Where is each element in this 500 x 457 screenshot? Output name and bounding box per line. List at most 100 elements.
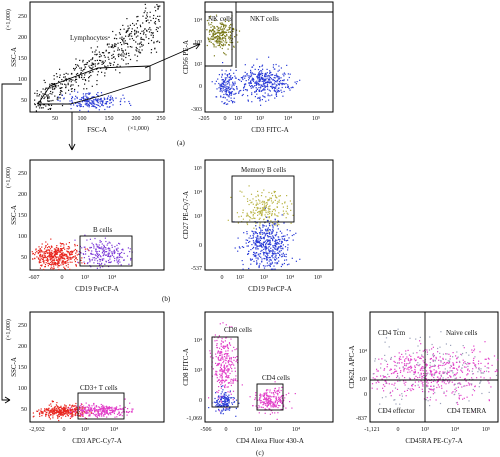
event-point: [101, 411, 103, 413]
event-point: [229, 407, 231, 409]
event-point: [217, 26, 219, 28]
event-point: [80, 409, 82, 411]
event-point: [64, 404, 66, 406]
event-point: [74, 248, 76, 251]
event-point: [216, 32, 218, 34]
event-point: [108, 265, 110, 268]
event-point: [229, 27, 231, 29]
event-point: [50, 104, 53, 106]
event-point: [275, 223, 277, 225]
event-point: [229, 390, 231, 392]
event-point: [94, 410, 96, 413]
event-point: [218, 386, 220, 388]
event-point: [278, 247, 280, 249]
event-point: [230, 366, 232, 368]
tick-label: 10⁴: [108, 275, 116, 281]
event-point: [97, 253, 99, 255]
event-point: [478, 360, 480, 362]
event-point: [472, 359, 475, 361]
event-point: [63, 410, 65, 412]
event-point: [86, 97, 88, 99]
event-point: [88, 104, 90, 106]
event-point: [83, 261, 85, 263]
event-point: [271, 83, 273, 85]
event-point: [267, 236, 269, 238]
event-point: [271, 250, 273, 252]
event-point: [400, 358, 402, 360]
event-point: [225, 88, 227, 90]
event-point: [470, 384, 473, 386]
event-point: [263, 395, 265, 397]
event-point: [103, 409, 105, 411]
event-point: [448, 360, 451, 362]
event-point: [225, 25, 227, 27]
event-point: [224, 35, 226, 37]
event-point: [425, 366, 427, 369]
event-point: [58, 265, 60, 267]
event-point: [274, 392, 276, 394]
event-point: [227, 346, 229, 348]
event-point: [456, 372, 458, 374]
event-point: [221, 41, 223, 43]
event-point: [219, 370, 221, 372]
event-point: [96, 415, 98, 417]
event-point: [218, 40, 220, 42]
event-point: [59, 91, 61, 93]
event-point: [228, 409, 231, 411]
event-point: [77, 102, 79, 104]
event-point: [268, 191, 270, 194]
event-point: [58, 412, 60, 414]
event-point: [250, 202, 252, 204]
event-point: [275, 248, 277, 250]
event-point: [223, 381, 225, 383]
event-point: [246, 233, 248, 235]
gate-label: CD8 cells: [224, 326, 252, 334]
event-point: [75, 102, 77, 104]
event-point: [280, 247, 282, 250]
event-point: [46, 251, 48, 253]
event-point: [452, 352, 454, 354]
event-point: [123, 53, 125, 55]
tick-label: 0: [225, 427, 228, 433]
event-point: [83, 246, 85, 248]
event-point: [226, 77, 228, 79]
event-point: [49, 258, 51, 261]
event-point: [108, 414, 110, 416]
event-point: [274, 97, 276, 99]
event-point: [136, 27, 138, 29]
event-point: [65, 261, 67, 263]
event-point: [268, 402, 270, 405]
event-point: [459, 382, 461, 384]
event-point: [63, 246, 65, 248]
event-point: [260, 210, 262, 212]
event-point: [82, 78, 84, 80]
event-point: [223, 353, 225, 356]
event-point: [259, 79, 261, 81]
event-point: [258, 80, 260, 82]
event-point: [108, 261, 110, 263]
event-point: [79, 67, 81, 69]
event-point: [69, 417, 71, 419]
event-point: [214, 83, 216, 85]
event-point: [233, 97, 235, 99]
event-point: [461, 370, 463, 372]
event-point: [49, 411, 51, 413]
event-point: [264, 208, 266, 210]
x-tick-labels: -607 0 10³ 10⁴: [29, 275, 117, 281]
event-point: [281, 400, 283, 402]
event-point: [159, 26, 161, 28]
event-point: [95, 49, 97, 51]
event-point: [265, 216, 267, 218]
event-point: [66, 78, 68, 80]
event-point: [51, 408, 53, 410]
event-point: [282, 210, 284, 212]
event-point: [401, 362, 403, 364]
event-point: [131, 38, 133, 40]
event-point: [40, 264, 42, 266]
event-point: [278, 242, 280, 244]
event-point: [394, 355, 396, 358]
event-point: [269, 95, 271, 97]
event-point: [58, 258, 60, 260]
event-point: [84, 100, 86, 102]
event-point: [46, 413, 48, 415]
